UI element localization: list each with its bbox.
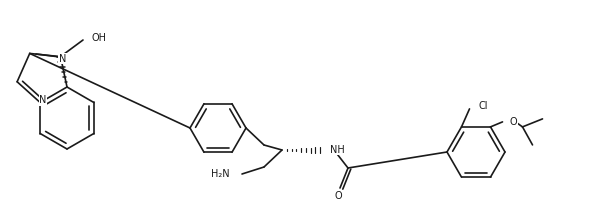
Text: O: O bbox=[509, 117, 517, 127]
Text: NH: NH bbox=[330, 145, 345, 155]
Text: Cl: Cl bbox=[478, 101, 488, 111]
Text: O: O bbox=[334, 191, 342, 201]
Text: OH: OH bbox=[92, 33, 107, 43]
Text: N: N bbox=[59, 54, 66, 64]
Text: H₂N: H₂N bbox=[211, 169, 230, 179]
Text: N: N bbox=[39, 95, 47, 105]
